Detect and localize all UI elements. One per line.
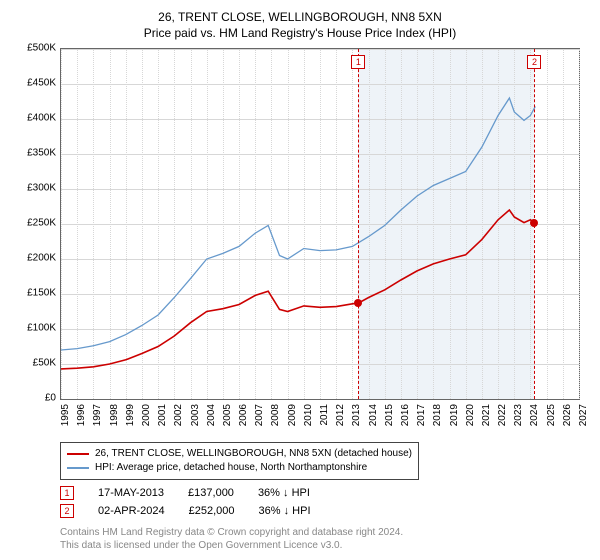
event-row: 2 02-APR-2024 £252,000 36% ↓ HPI (60, 504, 588, 518)
event-row: 1 17-MAY-2013 £137,000 36% ↓ HPI (60, 486, 588, 500)
x-tick-label: 2010 (303, 404, 314, 426)
x-tick-label: 2012 (335, 404, 346, 426)
x-tick-label: 2002 (173, 404, 184, 426)
x-tick-label: 2026 (562, 404, 573, 426)
gridline-v (579, 49, 580, 399)
y-tick-label: £100K (27, 323, 56, 334)
data-point (354, 299, 362, 307)
x-tick-label: 2016 (400, 404, 411, 426)
event-marker: 1 (351, 55, 365, 69)
event-delta: 36% ↓ HPI (258, 487, 310, 499)
y-tick-label: £150K (27, 288, 56, 299)
x-tick-label: 2020 (465, 404, 476, 426)
x-tick-label: 2004 (206, 404, 217, 426)
x-tick-label: 2027 (578, 404, 589, 426)
series-property (61, 210, 535, 369)
x-tick-label: 1997 (92, 404, 103, 426)
x-tick-label: 2006 (238, 404, 249, 426)
x-tick-label: 2015 (384, 404, 395, 426)
x-tick-label: 2019 (449, 404, 460, 426)
chart-subtitle: Price paid vs. HM Land Registry's House … (12, 26, 588, 40)
x-tick-label: 2003 (190, 404, 201, 426)
legend-item: HPI: Average price, detached house, Nort… (67, 461, 412, 475)
events-table: 1 17-MAY-2013 £137,000 36% ↓ HPI 2 02-APR-202… (60, 486, 588, 522)
y-tick-label: £0 (45, 393, 56, 404)
legend-item: 26, TRENT CLOSE, WELLINGBOROUGH, NN8 5XN… (67, 447, 412, 461)
x-tick-label: 2009 (287, 404, 298, 426)
legend-label: 26, TRENT CLOSE, WELLINGBOROUGH, NN8 5XN… (95, 447, 412, 461)
x-tick-label: 2024 (529, 404, 540, 426)
x-tick-label: 2023 (513, 404, 524, 426)
event-line (358, 49, 359, 399)
y-tick-label: £50K (33, 358, 56, 369)
x-tick-label: 2001 (157, 404, 168, 426)
x-tick-label: 1995 (60, 404, 71, 426)
x-tick-label: 2005 (222, 404, 233, 426)
footer-line-2: This data is licensed under the Open Gov… (60, 539, 588, 552)
y-tick-label: £500K (27, 43, 56, 54)
x-tick-label: 2011 (319, 404, 330, 426)
event-number-box: 2 (60, 504, 74, 518)
x-axis: 1995 1996 1997 1998 1999 2000 2001 2002 2003 2004… (60, 402, 580, 438)
chart-title: 26, TRENT CLOSE, WELLINGBOROUGH, NN8 5XN (12, 10, 588, 24)
x-tick-label: 1998 (109, 404, 120, 426)
y-tick-label: £200K (27, 253, 56, 264)
x-tick-label: 2025 (546, 404, 557, 426)
x-tick-label: 2007 (254, 404, 265, 426)
footer-line-1: Contains HM Land Registry data © Crown c… (60, 526, 588, 539)
event-date: 02-APR-2024 (98, 505, 165, 517)
x-tick-label: 2022 (497, 404, 508, 426)
y-tick-label: £350K (27, 148, 56, 159)
footer-note: Contains HM Land Registry data © Crown c… (60, 526, 588, 552)
legend-swatch (67, 453, 89, 455)
legend: 26, TRENT CLOSE, WELLINGBOROUGH, NN8 5XN… (60, 442, 419, 480)
x-tick-label: 1999 (125, 404, 136, 426)
x-tick-label: 2014 (368, 404, 379, 426)
event-marker: 2 (527, 55, 541, 69)
x-tick-label: 2008 (270, 404, 281, 426)
event-price: £137,000 (188, 487, 234, 499)
plot-container: £0 £50K £100K £150K £200K £250K £300K £350K £400… (12, 48, 588, 438)
x-tick-label: 2018 (432, 404, 443, 426)
x-tick-label: 2013 (351, 404, 362, 426)
event-number-box: 1 (60, 486, 74, 500)
event-delta: 36% ↓ HPI (259, 505, 311, 517)
data-point (530, 219, 538, 227)
y-tick-label: £450K (27, 78, 56, 89)
x-tick-label: 2017 (416, 404, 427, 426)
plot-area: 12 (60, 48, 580, 400)
title-block: 26, TRENT CLOSE, WELLINGBOROUGH, NN8 5XN… (12, 10, 588, 40)
x-tick-label: 2000 (141, 404, 152, 426)
event-price: £252,000 (189, 505, 235, 517)
y-axis: £0£50K£100K£150K£200K£250K£300K£350K£400… (12, 48, 58, 400)
chart-wrapper: 26, TRENT CLOSE, WELLINGBOROUGH, NN8 5XN… (0, 0, 600, 560)
x-tick-label: 1996 (76, 404, 87, 426)
legend-swatch (67, 467, 89, 469)
legend-label: HPI: Average price, detached house, Nort… (95, 461, 367, 475)
y-tick-label: £300K (27, 183, 56, 194)
y-tick-label: £250K (27, 218, 56, 229)
x-tick-label: 2021 (481, 404, 492, 426)
y-tick-label: £400K (27, 113, 56, 124)
chart-svg (61, 49, 579, 399)
event-date: 17-MAY-2013 (98, 487, 164, 499)
series-hpi (61, 98, 535, 350)
